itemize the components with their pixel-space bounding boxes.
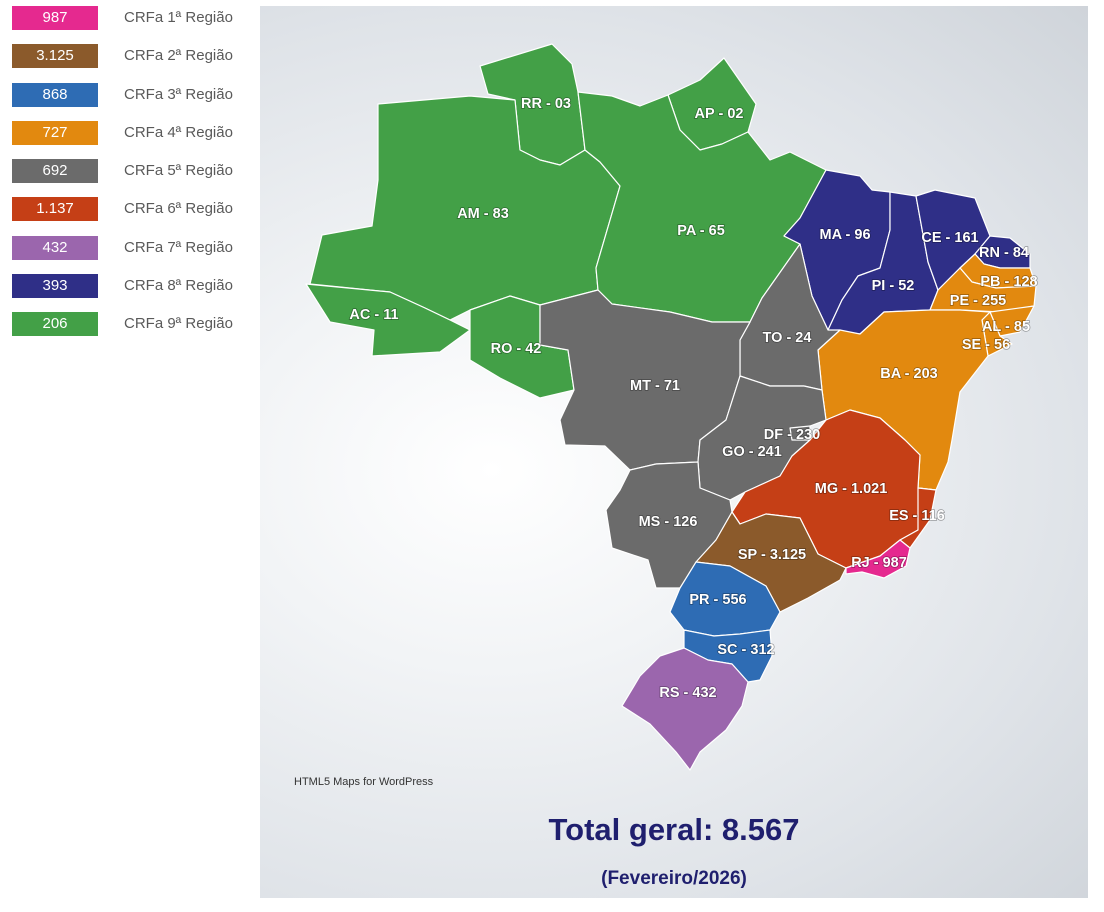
state-rj[interactable] — [845, 539, 911, 579]
legend-row-region-6[interactable]: 1.137 CRFa 6ª Região — [12, 197, 252, 235]
credit-link[interactable]: HTML5 Maps for WordPress — [294, 776, 434, 788]
legend-label: CRFa 5ª Região — [124, 162, 233, 180]
label-pa: PA - 65 — [677, 223, 725, 239]
label-ro: RO - 42 — [491, 341, 542, 357]
legend-label: CRFa 7ª Região — [124, 238, 233, 256]
legend-row-region-7[interactable]: 432 CRFa 7ª Região — [12, 235, 252, 274]
label-ba: BA - 203 — [880, 366, 937, 382]
label-pb: PB - 128 — [980, 274, 1037, 290]
label-mg: MG - 1.021 — [815, 481, 888, 497]
label-es: ES - 116 — [889, 508, 945, 524]
label-to: TO - 24 — [763, 330, 812, 346]
legend-label: CRFa 4ª Região — [124, 123, 233, 141]
legend-swatch: 206 — [12, 312, 98, 337]
label-pr: PR - 556 — [689, 592, 746, 608]
legend-row-region-4[interactable]: 727 CRFa 4ª Região — [12, 120, 252, 159]
label-ce: CE - 161 — [921, 230, 978, 246]
label-rj: RJ - 987 — [851, 555, 907, 571]
legend-swatch: 393 — [12, 274, 98, 299]
label-ap: AP - 02 — [695, 106, 744, 122]
label-pe: PE - 255 — [950, 293, 1006, 309]
legend-swatch: 1.137 — [12, 197, 98, 222]
legend: 987 CRFa 1ª Região 3.125 CRFa 2ª Região … — [12, 6, 252, 351]
legend-swatch: 692 — [12, 159, 98, 184]
legend-swatch: 987 — [12, 6, 98, 30]
label-go: GO - 241 — [722, 444, 782, 460]
legend-row-region-1[interactable]: 987 CRFa 1ª Região — [12, 6, 252, 44]
label-rn: RN - 84 — [979, 245, 1029, 261]
legend-label: CRFa 8ª Região — [124, 277, 233, 295]
legend-label: CRFa 6ª Região — [124, 200, 233, 218]
label-rr: RR - 03 — [521, 96, 571, 112]
legend-row-region-2[interactable]: 3.125 CRFa 2ª Região — [12, 44, 252, 82]
legend-label: CRFa 9ª Região — [124, 315, 233, 333]
label-rs: RS - 432 — [659, 685, 716, 701]
label-pi: PI - 52 — [872, 278, 915, 294]
label-al: AL - 85 — [982, 319, 1030, 335]
label-ma: MA - 96 — [819, 227, 870, 243]
label-mt: MT - 71 — [630, 378, 680, 394]
label-ms: MS - 126 — [639, 514, 698, 530]
legend-swatch: 727 — [12, 120, 98, 145]
period-subheading: (Fevereiro/2026) — [601, 868, 747, 889]
label-se: SE - 56 — [962, 337, 1010, 353]
label-ac: AC - 11 — [349, 307, 398, 323]
map-panel: RR - 03 AP - 02 AM - 83 PA - 65 AC - 11 … — [260, 6, 1088, 898]
state-ac[interactable] — [305, 283, 471, 357]
legend-row-region-5[interactable]: 692 CRFa 5ª Região — [12, 159, 252, 197]
legend-swatch: 3.125 — [12, 44, 98, 69]
label-am: AM - 83 — [457, 206, 509, 222]
legend-swatch: 868 — [12, 82, 98, 107]
total-heading: Total geral: 8.567 — [548, 812, 800, 847]
label-sp: SP - 3.125 — [738, 547, 806, 563]
legend-label: CRFa 2ª Região — [124, 47, 233, 65]
legend-swatch: 432 — [12, 235, 98, 260]
legend-row-region-9[interactable]: 206 CRFa 9ª Região — [12, 312, 252, 350]
state-rs[interactable] — [621, 647, 749, 771]
brazil-map: RR - 03 AP - 02 AM - 83 PA - 65 AC - 11 … — [305, 43, 1038, 771]
legend-row-region-8[interactable]: 393 CRFa 8ª Região — [12, 274, 252, 312]
legend-label: CRFa 1ª Região — [124, 9, 233, 26]
legend-label: CRFa 3ª Região — [124, 85, 233, 103]
legend-row-region-3[interactable]: 868 CRFa 3ª Região — [12, 82, 252, 121]
label-df: DF - 230 — [764, 427, 820, 443]
label-sc: SC - 312 — [717, 642, 774, 658]
